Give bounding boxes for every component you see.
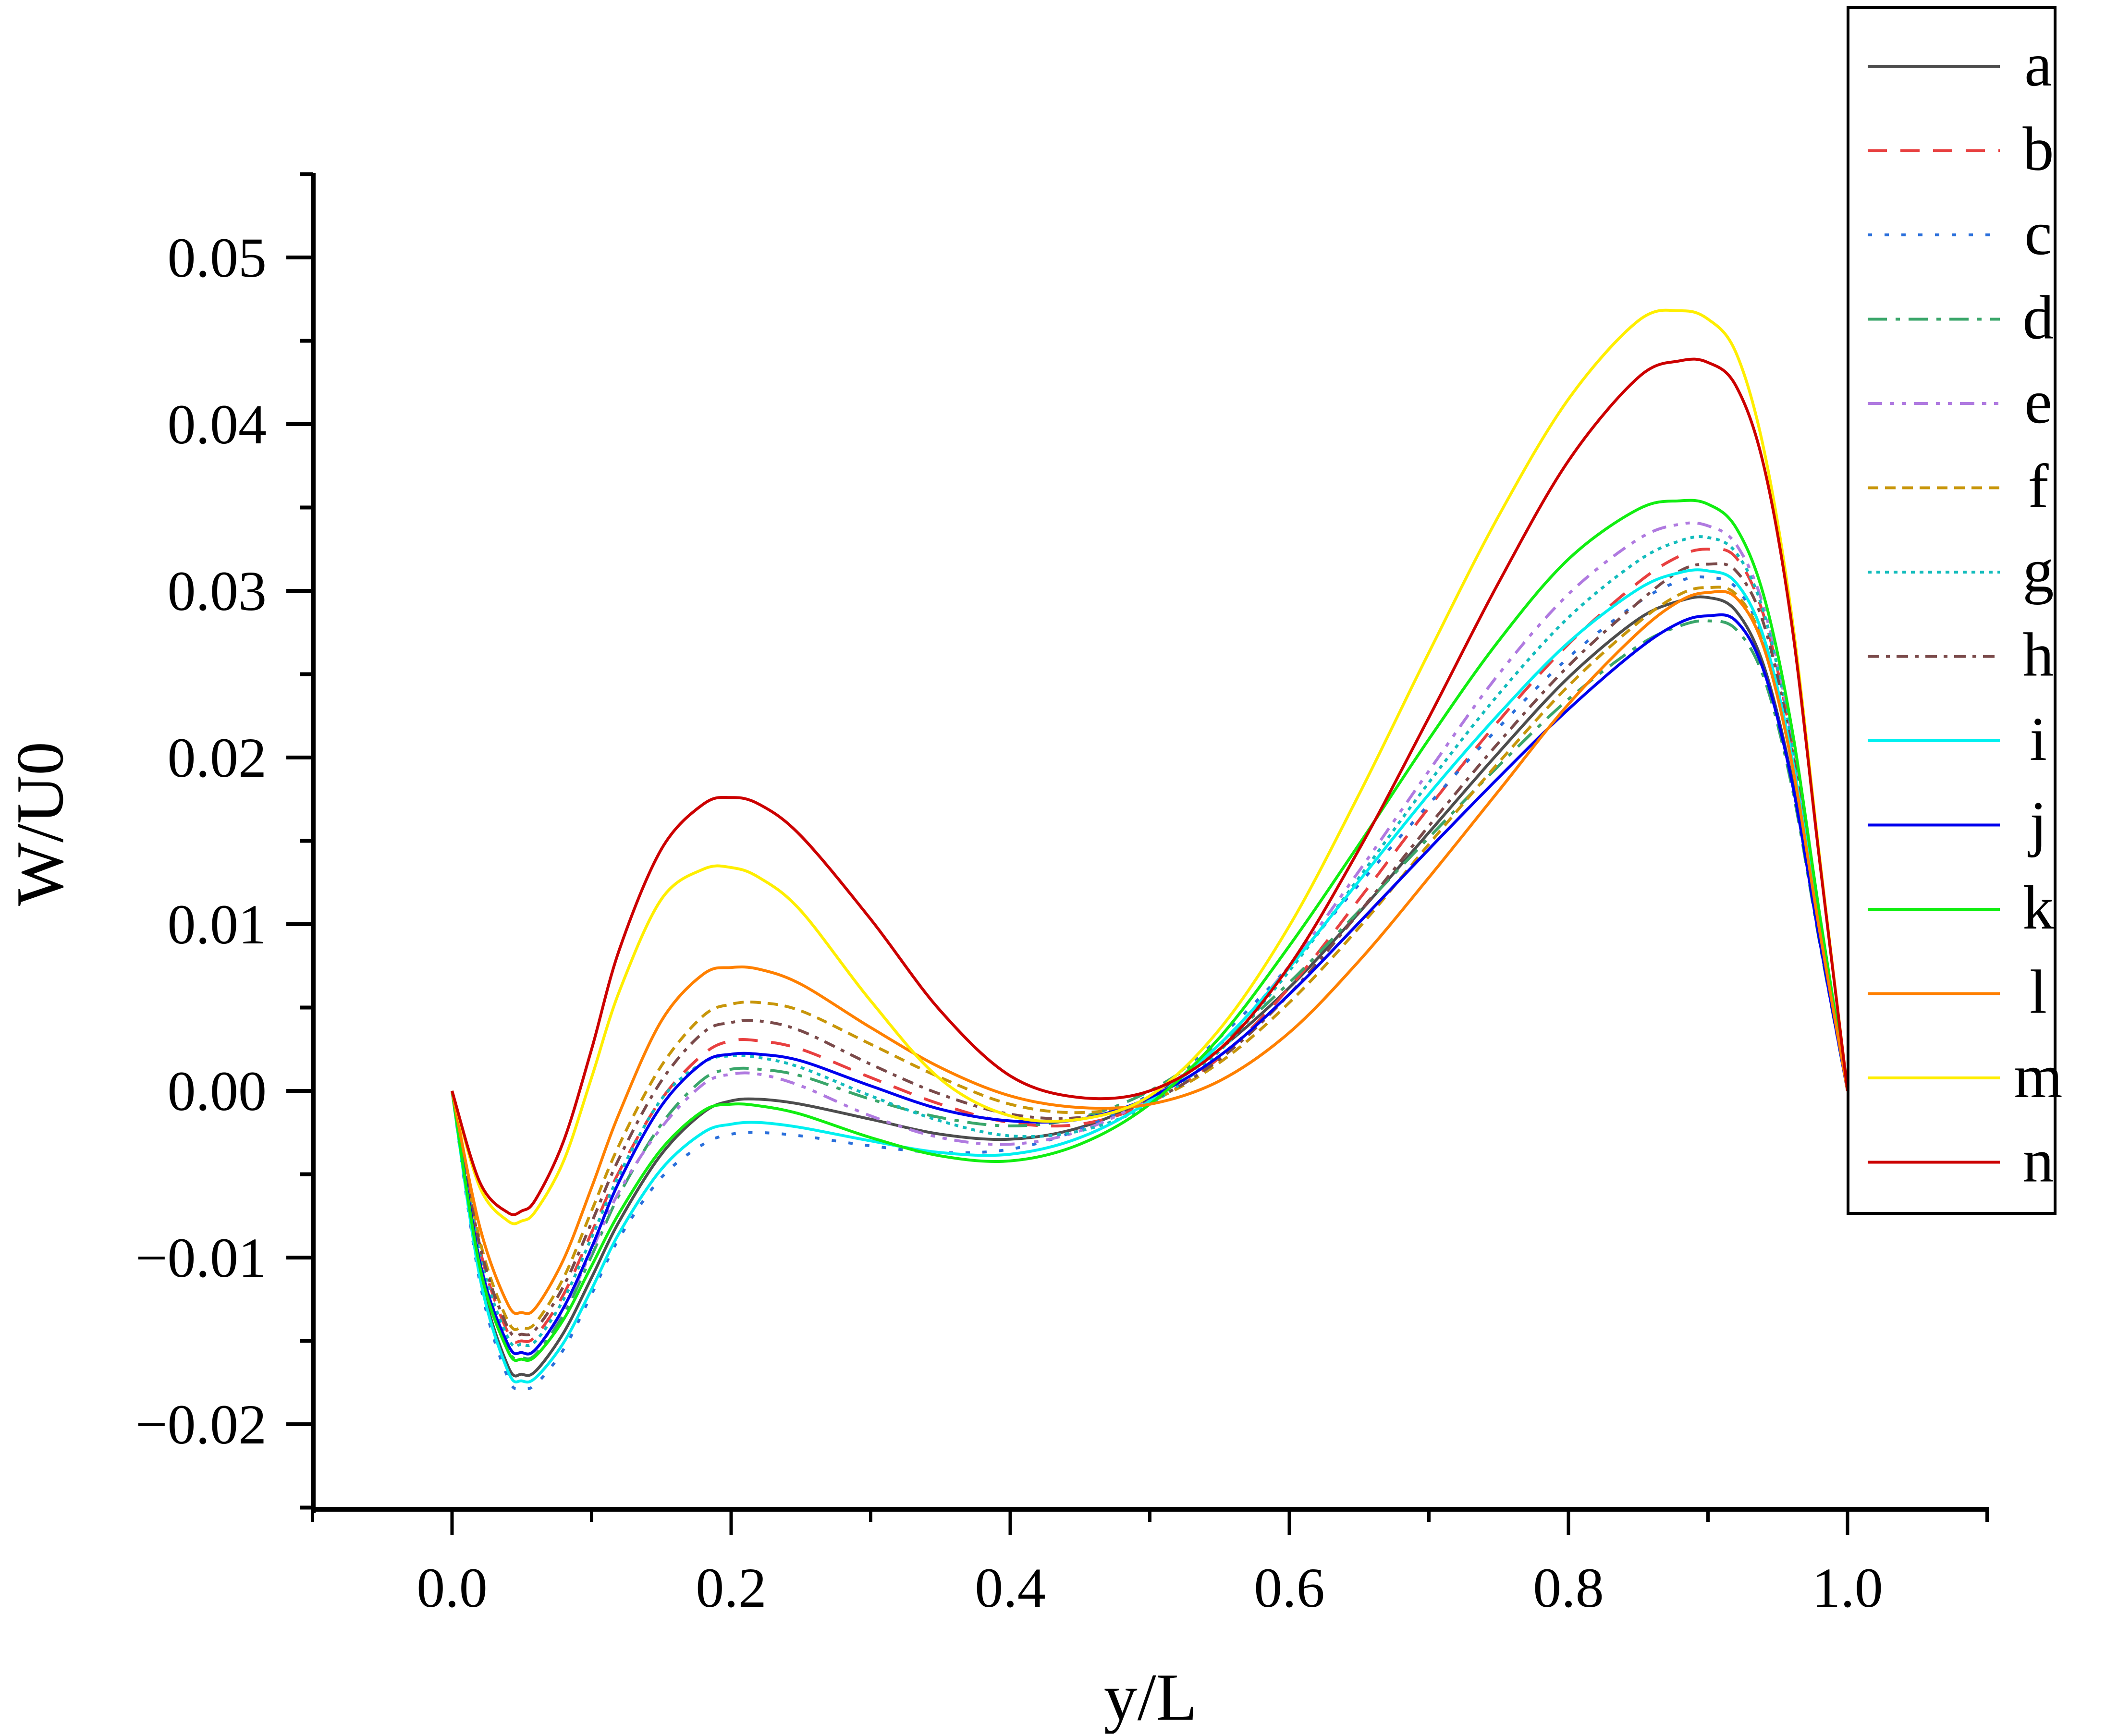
series-line-m	[451, 308, 1849, 1225]
series-line-h	[451, 562, 1849, 1338]
legend-label: l	[2030, 958, 2047, 1027]
legend-item-n: n	[1868, 1126, 2054, 1196]
x-tick-label: 1.0	[1812, 1556, 1883, 1619]
y-tick-label: −0.02	[135, 1393, 267, 1456]
legend-item-i: i	[1868, 705, 2047, 774]
series-line-d	[451, 619, 1849, 1360]
legend-label: f	[2028, 452, 2049, 521]
y-tick-label: 0.00	[168, 1060, 267, 1123]
x-tick-label: 0.6	[1254, 1556, 1325, 1619]
legend-item-h: h	[1868, 621, 2054, 690]
legend-box	[1847, 6, 2057, 1215]
legend-label: m	[2014, 1042, 2062, 1111]
y-tick-label: −0.01	[135, 1226, 267, 1289]
legend-label: i	[2030, 705, 2047, 774]
series-line-k	[451, 499, 1849, 1362]
legend-item-g: g	[1868, 536, 2054, 605]
legend-label: h	[2023, 621, 2054, 690]
legend-item-m: m	[1868, 1042, 2063, 1111]
series-line-i	[451, 568, 1849, 1384]
series-line-j	[451, 613, 1849, 1356]
legend-item-c: c	[1868, 199, 2052, 268]
legend-item-a: a	[1868, 30, 2052, 99]
series-line-l	[451, 590, 1849, 1315]
legend-label: b	[2023, 115, 2054, 184]
y-tick-label: 0.01	[168, 893, 267, 956]
series-line-n	[451, 357, 1849, 1216]
x-axis-title: y/L	[1104, 1660, 1197, 1734]
x-tick-label: 0.4	[975, 1556, 1046, 1619]
y-ticks: 0.05 0.04 0.03 0.02 0.01 0.00 −0.01 −0.02	[135, 172, 313, 1510]
series-line-a	[451, 595, 1849, 1378]
y-tick-label: 0.04	[168, 393, 267, 456]
x-tick-label: 0.0	[416, 1556, 488, 1619]
x-ticks: 0.0 0.2 0.4 0.6 0.8 1.0	[311, 1509, 1989, 1619]
plot-lines	[451, 308, 1849, 1391]
y-axis-title: W/U0	[3, 742, 77, 906]
y-tick-label: 0.03	[168, 560, 267, 623]
y-tick-label: 0.02	[168, 726, 267, 789]
legend-item-j: j	[1868, 789, 2047, 858]
x-tick-label: 0.8	[1533, 1556, 1604, 1619]
axes: 0.050.040.030.020.010.00−0.01−0.02 0.0 0.…	[3, 172, 1989, 1735]
legend-label: g	[2023, 536, 2054, 605]
legend-label: k	[2023, 873, 2054, 942]
legend-item-k: k	[1868, 873, 2054, 942]
legend-item-l: l	[1868, 958, 2047, 1027]
series-line-g	[451, 535, 1849, 1348]
legend-label: e	[2024, 367, 2052, 437]
legend-item-d: d	[1868, 283, 2054, 353]
legend-item-b: b	[1868, 115, 2054, 184]
legend-item-f: f	[1868, 452, 2049, 521]
x-tick-label: 0.2	[696, 1556, 767, 1619]
series-line-f	[451, 586, 1849, 1331]
series-line-c	[451, 575, 1849, 1391]
y-tick-label: 0.05	[168, 226, 267, 289]
series-line-b	[451, 547, 1849, 1344]
legend-label: d	[2023, 283, 2054, 353]
legend-item-e: e	[1868, 367, 2052, 437]
legend-label: n	[2023, 1126, 2054, 1196]
legend-label: a	[2024, 30, 2052, 99]
legend-label: j	[2028, 789, 2047, 858]
legend-label: c	[2024, 199, 2052, 268]
